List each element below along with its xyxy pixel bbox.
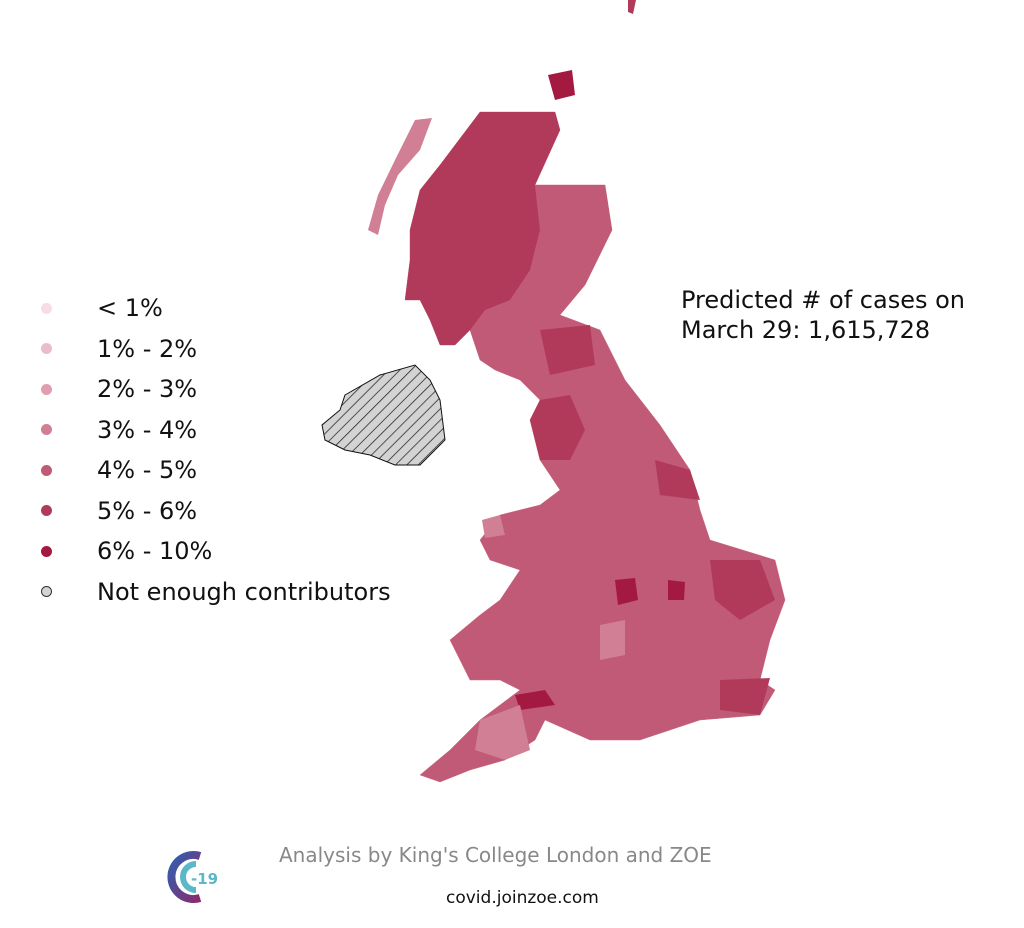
region-leicester xyxy=(668,580,685,600)
legend-label: 6% - 10% xyxy=(97,537,213,566)
legend-label: 4% - 5% xyxy=(97,456,198,485)
legend-label: 2% - 3% xyxy=(97,375,198,404)
legend-label: Not enough contributors xyxy=(97,577,391,606)
predicted-cases-annotation: Predicted # of cases on March 29: 1,615,… xyxy=(681,285,965,345)
legend-marker xyxy=(41,424,52,436)
legend-label: 1% - 2% xyxy=(97,334,198,363)
legend-label: < 1% xyxy=(97,294,163,323)
region-orkney xyxy=(548,70,575,100)
region-western-isles xyxy=(368,118,432,235)
region-northern-ireland xyxy=(321,364,446,466)
website-url: covid.joinzoe.com xyxy=(446,888,599,908)
region-devon xyxy=(475,705,530,760)
region-scottish-highlands xyxy=(405,112,560,345)
region-dorset xyxy=(515,690,555,710)
legend-item: 3% - 4% xyxy=(38,410,391,451)
legend-item: 1% - 2% xyxy=(38,329,391,370)
legend-marker xyxy=(41,505,52,517)
region-shetland xyxy=(628,0,636,14)
legend-item: 2% - 3% xyxy=(38,369,391,410)
region-midlands-hotspot xyxy=(615,578,638,605)
region-kent xyxy=(720,678,770,715)
analysis-credit: Analysis by King's College London and ZO… xyxy=(279,843,712,867)
annotation-line-2: March 29: 1,615,728 xyxy=(681,316,931,344)
legend-label: 5% - 6% xyxy=(97,496,198,525)
legend-item: Not enough contributors xyxy=(38,572,391,613)
region-cumbria xyxy=(530,395,585,460)
annotation-line-1: Predicted # of cases on xyxy=(681,286,965,314)
legend-item: 6% - 10% xyxy=(38,531,391,572)
legend-marker xyxy=(41,586,52,598)
region-scotland-central xyxy=(540,325,595,375)
region-north-east-scotland xyxy=(530,185,612,285)
logo-text: -19 xyxy=(191,870,218,888)
legend-item: 5% - 6% xyxy=(38,491,391,532)
region-east-anglia xyxy=(710,560,775,620)
region-oxfordshire xyxy=(600,620,625,660)
legend-label: 3% - 4% xyxy=(97,415,198,444)
region-north-yorkshire-coast xyxy=(655,460,700,500)
legend-marker xyxy=(41,343,52,355)
legend-marker xyxy=(41,302,52,314)
legend-marker xyxy=(41,464,52,476)
legend-marker xyxy=(41,383,52,395)
legend-item: 4% - 5% xyxy=(38,450,391,491)
covid-19-logo: -19 xyxy=(167,851,218,903)
region-wales-north xyxy=(482,515,505,538)
legend: < 1% 1% - 2% 2% - 3% 3% - 4% 4% - 5% 5% … xyxy=(38,288,391,612)
legend-item: < 1% xyxy=(38,288,391,329)
legend-marker xyxy=(41,545,52,557)
